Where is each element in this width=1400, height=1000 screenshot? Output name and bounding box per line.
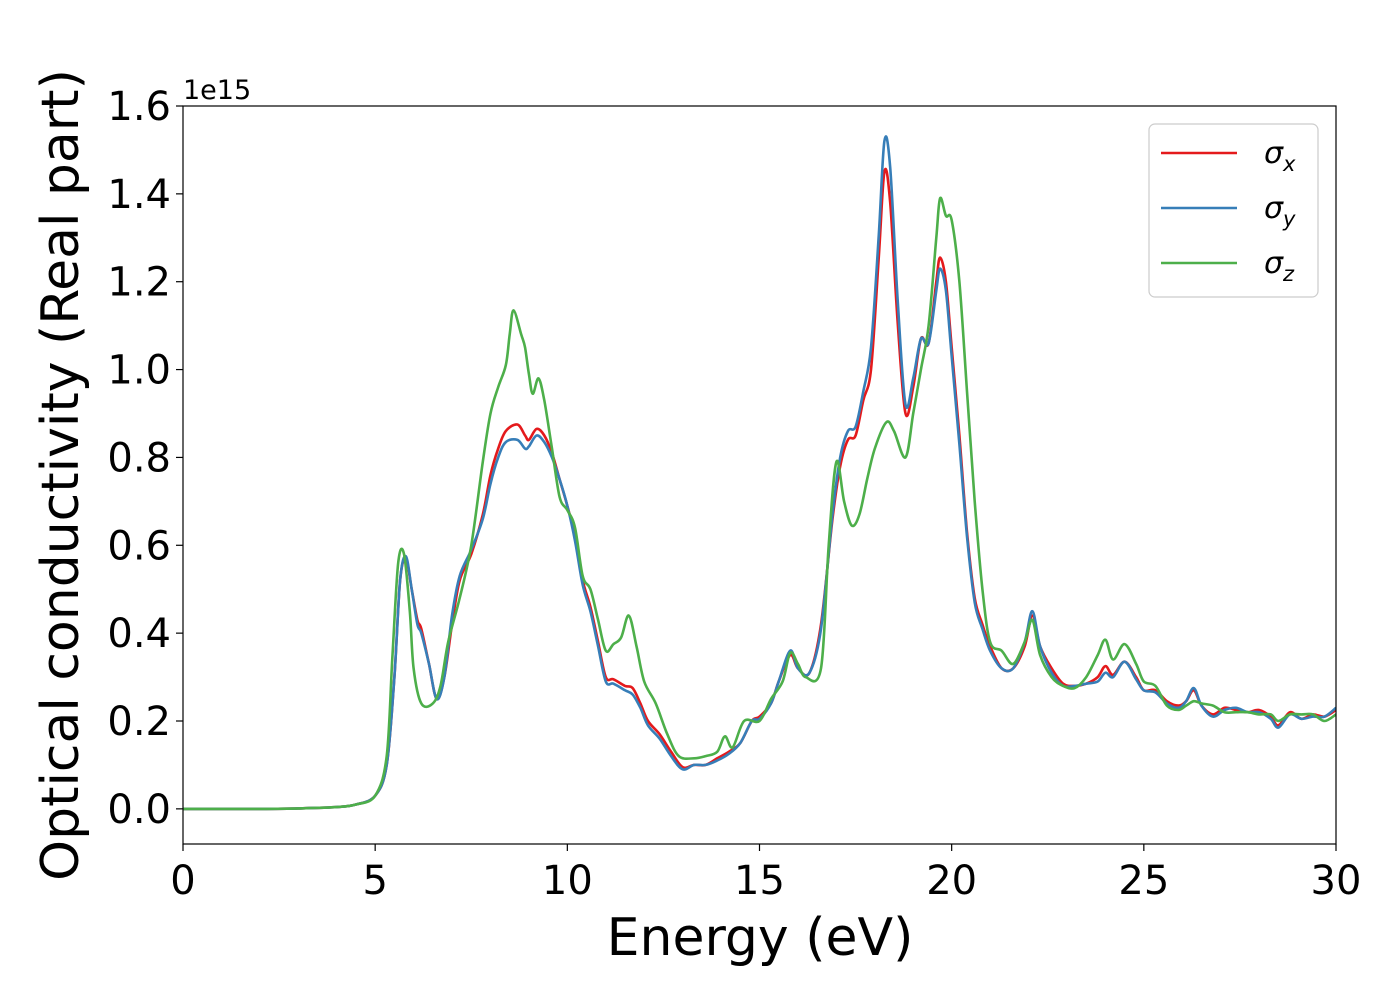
y-tick-label: 1.6 (107, 84, 171, 130)
y-tick-label: 0.6 (107, 523, 171, 569)
x-axis: 0 5 10 15 20 25 30 (170, 844, 1361, 904)
x-tick-label: 30 (1311, 858, 1362, 904)
y-tick-label: 1.0 (107, 348, 171, 394)
legend: σx σy σz (1148, 123, 1319, 298)
series-line-z (183, 196, 1336, 811)
legend-label-y: σy (1264, 191, 1296, 231)
x-tick-label: 5 (362, 858, 387, 904)
x-tick-label: 10 (542, 858, 593, 904)
y-tick-label: 0.0 (107, 787, 171, 833)
x-tick-label: 0 (170, 858, 195, 904)
x-tick-label: 20 (926, 858, 977, 904)
y-tick-label: 0.4 (107, 611, 171, 657)
legend-box (1148, 123, 1319, 298)
x-tick-label: 25 (1118, 858, 1169, 904)
series-lines (183, 135, 1336, 811)
y-tick-label: 1.4 (107, 172, 171, 218)
y-axis: 0.0 0.2 0.4 0.6 0.8 1.0 1.2 1.4 1.6 (107, 84, 183, 833)
legend-label-z: σz (1264, 246, 1295, 286)
y-tick-label: 0.2 (107, 699, 171, 745)
y-tick-label: 0.8 (107, 435, 171, 481)
y-axis-title: Optical conductivity (Real part) (31, 69, 91, 881)
x-axis-title: Energy (eV) (607, 908, 914, 968)
y-offset-label: 1e15 (183, 75, 251, 106)
legend-label-x: σx (1264, 136, 1296, 176)
y-tick-label: 1.2 (107, 260, 171, 306)
x-tick-label: 15 (734, 858, 785, 904)
